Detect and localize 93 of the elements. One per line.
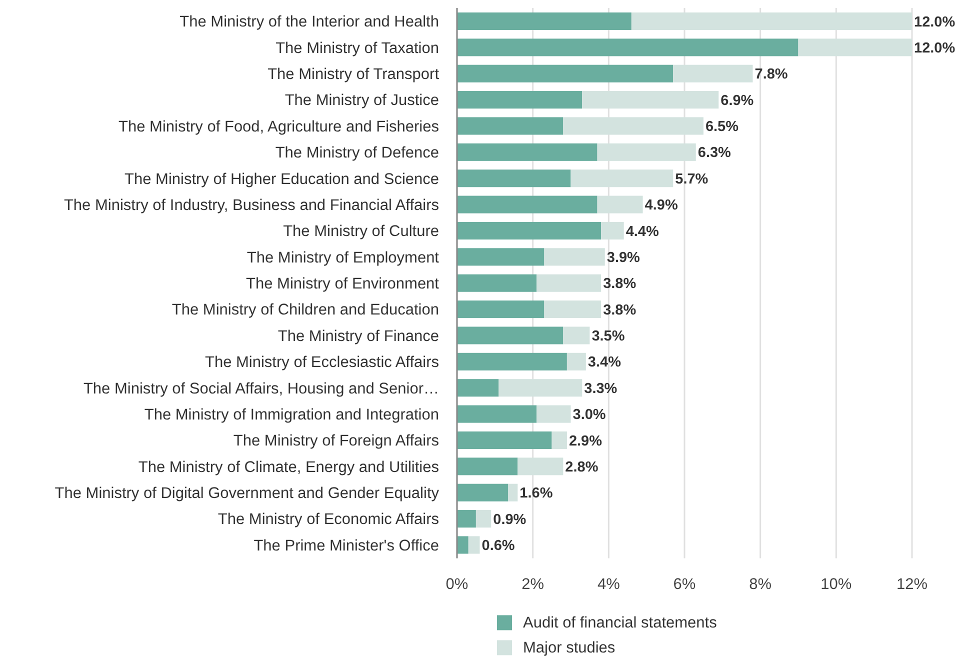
bar xyxy=(457,405,537,423)
y-tick-label: The Ministry of Transport xyxy=(268,66,440,84)
total-label: 3.3% xyxy=(584,380,618,397)
bar xyxy=(498,379,582,397)
bar xyxy=(597,196,643,214)
total-label: 2.8% xyxy=(565,459,598,476)
y-tick-label: The Ministry of Finance xyxy=(278,328,439,345)
y-tick-label: The Ministry of Culture xyxy=(283,223,439,240)
bar xyxy=(457,300,544,318)
bar xyxy=(518,458,564,476)
bar xyxy=(536,405,571,423)
total-label: 3.4% xyxy=(588,354,622,371)
bar xyxy=(457,431,552,449)
bar xyxy=(597,143,696,161)
bar xyxy=(563,326,590,344)
total-label: 3.5% xyxy=(592,328,625,345)
total-label: 12.0% xyxy=(914,14,956,30)
y-tick-label: The Ministry of Higher Education and Science xyxy=(124,170,439,188)
total-label: 3.8% xyxy=(603,302,636,318)
bar xyxy=(457,222,602,240)
y-tick-label: The Ministry of Children and Education xyxy=(172,302,439,319)
bar xyxy=(563,117,704,135)
total-label: 3.0% xyxy=(572,407,606,424)
bar xyxy=(457,484,508,502)
y-tick-label: The Ministry of Food, Agriculture and Fisheries xyxy=(118,118,440,136)
bar xyxy=(457,91,582,109)
y-tick-label: The Ministry of Employment xyxy=(246,249,440,266)
bar xyxy=(457,12,632,30)
bar xyxy=(457,64,674,82)
total-label: 0.9% xyxy=(493,512,526,528)
total-label: 4.4% xyxy=(626,224,659,240)
legend-label: Audit of financial statements xyxy=(523,614,718,632)
bar xyxy=(601,222,624,240)
y-tick-label: The Ministry of Economic Affairs xyxy=(218,511,440,528)
x-tick-label: 4% xyxy=(597,576,620,594)
y-tick-label: The Ministry of Immigration and Integration xyxy=(144,406,439,424)
bar xyxy=(457,117,564,135)
bar xyxy=(457,510,476,528)
y-tick-label: The Ministry of Ecclesiastic Affairs xyxy=(204,354,440,372)
total-label: 2.9% xyxy=(568,433,602,450)
x-tick-label: 6% xyxy=(673,576,696,594)
bar xyxy=(457,352,567,370)
y-tick-label: The Ministry of Industry, Business and Financial Affairs xyxy=(64,196,440,214)
bar xyxy=(468,536,480,554)
bar xyxy=(457,458,518,476)
y-tick-label: The Ministry of Justice xyxy=(284,92,439,110)
bar xyxy=(457,379,499,397)
legend-label: Major studies xyxy=(523,640,616,657)
total-label: 6.3% xyxy=(698,145,732,162)
total-label: 3.8% xyxy=(603,276,636,292)
y-tick-label: The Ministry of Environment xyxy=(246,276,440,293)
bar xyxy=(476,510,492,528)
total-label: 3.9% xyxy=(606,250,640,266)
x-tick-label: 0% xyxy=(446,576,468,594)
x-tick-label: 2% xyxy=(522,576,544,594)
x-tick-label: 8% xyxy=(749,576,772,594)
total-label: 12.0% xyxy=(914,40,956,56)
bar xyxy=(566,352,586,370)
bar xyxy=(508,484,518,502)
bar xyxy=(457,143,598,161)
bar xyxy=(798,38,912,56)
total-label: 0.6% xyxy=(482,538,515,554)
y-tick-label: The Ministry of Taxation xyxy=(276,40,439,57)
bar xyxy=(457,326,564,344)
bar xyxy=(457,196,598,214)
bar xyxy=(457,536,468,554)
bar xyxy=(544,248,605,266)
bar xyxy=(673,64,753,82)
y-tick-label: The Ministry of Defence xyxy=(275,144,439,162)
total-label: 6.9% xyxy=(720,92,754,109)
y-tick-label: The Ministry of Social Affairs, Housing and Senior… xyxy=(83,380,439,398)
total-label: 6.5% xyxy=(705,119,739,136)
y-tick-label: The Ministry of Foreign Affairs xyxy=(233,432,440,450)
total-label: 1.6% xyxy=(520,486,553,502)
bar xyxy=(457,248,544,266)
bar xyxy=(457,38,798,56)
y-tick-label: The Ministry of the Interior and Health xyxy=(180,14,439,31)
bar xyxy=(536,274,602,292)
bar xyxy=(457,274,537,292)
bar xyxy=(552,431,567,449)
bar xyxy=(631,12,912,30)
x-tick-label: 10% xyxy=(820,576,852,594)
bar xyxy=(582,91,719,109)
y-tick-label: The Prime Minister's Office xyxy=(254,537,439,554)
total-label: 7.8% xyxy=(754,66,788,83)
total-label: 5.7% xyxy=(675,171,708,188)
x-tick-label: 12% xyxy=(896,576,928,594)
y-tick-label: The Ministry of Digital Government and Gender Equality xyxy=(54,485,440,502)
bar xyxy=(570,170,674,188)
bar xyxy=(457,170,571,188)
y-tick-label: The Ministry of Climate, Energy and Utilities xyxy=(138,458,440,476)
bar xyxy=(544,300,602,318)
total-label: 4.9% xyxy=(644,198,678,214)
